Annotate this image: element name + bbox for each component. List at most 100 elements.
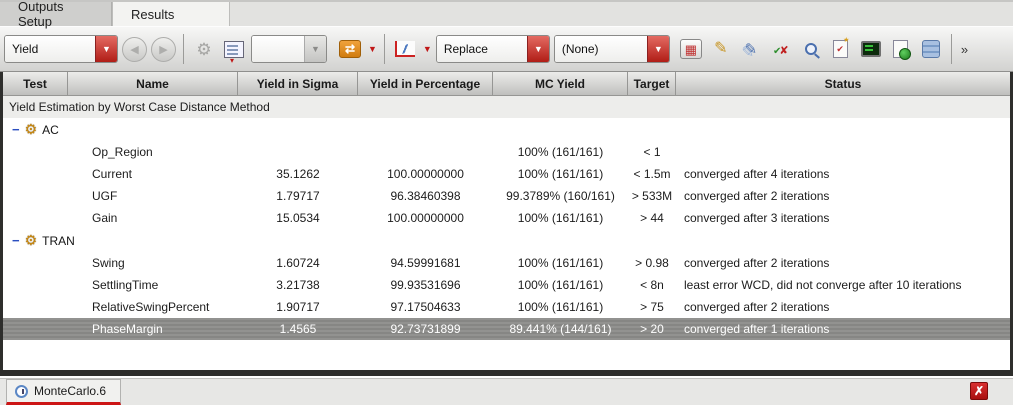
refresh-swap-button[interactable]: ⇄ [337, 36, 363, 62]
table-row[interactable]: UGF 1.79717 96.38460398 99.3789% (160/16… [3, 185, 1010, 207]
toolbar-separator [950, 34, 952, 64]
table-row-selected[interactable]: PhaseMargin 1.4565 92.73731899 89.441% (… [3, 318, 1010, 340]
clock-icon [15, 384, 28, 398]
col-header-target[interactable]: Target [628, 72, 676, 96]
cell-name: PhaseMargin [92, 322, 163, 336]
yield-combo-dropdown-icon[interactable]: ▼ [95, 36, 117, 62]
cell-mc-yield: 100% (161/161) [517, 167, 604, 181]
table-row[interactable]: Op_Region 100% (161/161) < 1 [3, 141, 1010, 163]
record-log-button[interactable] [888, 36, 914, 62]
report-doc-icon [833, 37, 849, 58]
top-tab-bar: Outputs Setup Results [0, 0, 1013, 29]
col-header-mc-yield[interactable]: MC Yield [493, 72, 628, 96]
annotate-button[interactable] [708, 36, 734, 62]
history-tab-montecarlo[interactable]: MonteCarlo.6 [6, 379, 122, 405]
cell-name: RelativeSwingPercent [92, 300, 210, 314]
check-cross-icon [773, 42, 789, 57]
cell-target: > 44 [640, 211, 664, 225]
plot-target-combo[interactable]: (None) ▼ [553, 35, 670, 63]
enable-disable-button[interactable] [768, 36, 794, 62]
database-icon [921, 40, 940, 58]
plot-mode-dropdown-icon[interactable]: ▼ [526, 36, 549, 62]
cell-status: converged after 1 iterations [684, 322, 830, 336]
plot-dropdown-icon[interactable]: ▼ [422, 44, 432, 54]
tab-results[interactable]: Results [112, 2, 230, 26]
col-header-test[interactable]: Test [3, 72, 68, 96]
cell-mc-yield: 100% (161/161) [517, 145, 604, 159]
back-icon: ◀ [130, 43, 139, 56]
cell-mc-yield: 100% (161/161) [517, 211, 604, 225]
group-row-ac[interactable]: − ⚙ AC [3, 118, 1010, 141]
col-header-yield-percentage[interactable]: Yield in Percentage [358, 72, 493, 96]
cell-name: Op_Region [92, 145, 153, 159]
plot-graph-icon [394, 41, 415, 57]
cell-name: UGF [92, 189, 118, 203]
refresh-swap-dropdown-icon[interactable]: ▼ [368, 44, 377, 54]
cell-yield-sigma [238, 141, 358, 163]
table-row[interactable]: SettlingTime 3.21738 99.93531696 100% (1… [3, 274, 1010, 296]
col-header-name[interactable]: Name [68, 72, 238, 96]
toolbar-separator [383, 34, 385, 64]
options-button[interactable]: ⚙ [191, 36, 217, 62]
plot-button[interactable] [392, 36, 418, 62]
cell-yield-sigma: 1.60724 [276, 256, 320, 270]
cell-status: least error WCD, did not converge after … [684, 278, 962, 292]
report-button[interactable] [828, 36, 854, 62]
terminal-button[interactable] [858, 36, 884, 62]
cell-name: Swing [92, 256, 125, 270]
cell-target: > 0.98 [635, 256, 669, 270]
results-display-button[interactable]: ▾ [221, 36, 247, 65]
table-row[interactable]: Gain 15.0534 100.00000000 100% (161/161)… [3, 207, 1010, 229]
cell-mc-yield: 100% (161/161) [517, 300, 604, 314]
plot-mode-combo[interactable]: Replace ▼ [435, 35, 550, 63]
table-row[interactable]: RelativeSwingPercent 1.90717 97.17504633… [3, 296, 1010, 318]
table-row[interactable]: Current 35.1262 100.00000000 100% (161/1… [3, 163, 1010, 185]
cell-status: converged after 2 iterations [684, 189, 830, 203]
cell-status: converged after 3 iterations [684, 211, 830, 225]
history-tab-bar: MonteCarlo.6 ✗ [0, 378, 1013, 405]
tab-outputs-setup[interactable]: Outputs Setup [0, 0, 112, 29]
toolbar-separator [183, 34, 184, 64]
cell-yield-sigma: 35.1262 [276, 167, 320, 181]
collapse-toggle-icon[interactable]: − [12, 233, 20, 248]
save-edit-icon [745, 42, 758, 57]
toolbar-overflow-button[interactable]: » [960, 41, 969, 57]
cell-status: converged after 2 iterations [684, 300, 830, 314]
cell-yield-percentage: 100.00000000 [387, 167, 464, 181]
history-tab-label: MonteCarlo.6 [34, 384, 107, 398]
cell-target: > 75 [640, 300, 664, 314]
cell-status: converged after 2 iterations [684, 256, 830, 270]
cell-mc-yield: 89.441% (144/161) [509, 322, 612, 336]
cell-target: > 533M [631, 189, 673, 203]
table-row[interactable]: Swing 1.60724 94.59991681 100% (161/161)… [3, 252, 1010, 274]
yield-combo[interactable]: Yield ▼ [4, 35, 118, 63]
empty-combo-dropdown-icon[interactable]: ▼ [304, 36, 326, 62]
col-header-status[interactable]: Status [676, 72, 1010, 96]
empty-combo-value [252, 36, 304, 62]
results-form-icon [224, 40, 244, 58]
test-gear-icon: ⚙ [24, 121, 38, 137]
tab-results-label: Results [131, 6, 175, 22]
cell-yield-sigma: 15.0534 [276, 211, 320, 225]
cell-yield-percentage: 92.73731899 [390, 322, 461, 336]
cell-yield-percentage: 100.00000000 [387, 211, 464, 225]
tab-outputs-setup-label: Outputs Setup [18, 0, 64, 29]
find-button[interactable] [798, 36, 824, 62]
cell-name: Gain [92, 211, 118, 225]
cell-mc-yield: 99.3789% (160/161) [506, 189, 615, 203]
cell-target: < 1.5m [633, 167, 671, 181]
plot-mode-combo-value: Replace [436, 36, 527, 62]
empty-combo[interactable]: ▼ [251, 35, 327, 63]
database-button[interactable] [918, 36, 944, 62]
back-button[interactable]: ◀ [122, 36, 147, 62]
cell-name: SettlingTime [92, 278, 159, 292]
plot-target-dropdown-icon[interactable]: ▼ [646, 36, 669, 62]
col-header-yield-sigma[interactable]: Yield in Sigma [238, 72, 358, 96]
forward-button[interactable]: ▶ [151, 36, 176, 62]
cell-yield-percentage: 96.38460398 [390, 189, 461, 203]
group-row-tran[interactable]: − ⚙ TRAN [3, 229, 1010, 252]
save-edit-button[interactable] [738, 36, 764, 62]
calculator-button[interactable] [678, 36, 704, 62]
collapse-toggle-icon[interactable]: − [12, 122, 20, 137]
close-button[interactable]: ✗ [970, 382, 988, 400]
